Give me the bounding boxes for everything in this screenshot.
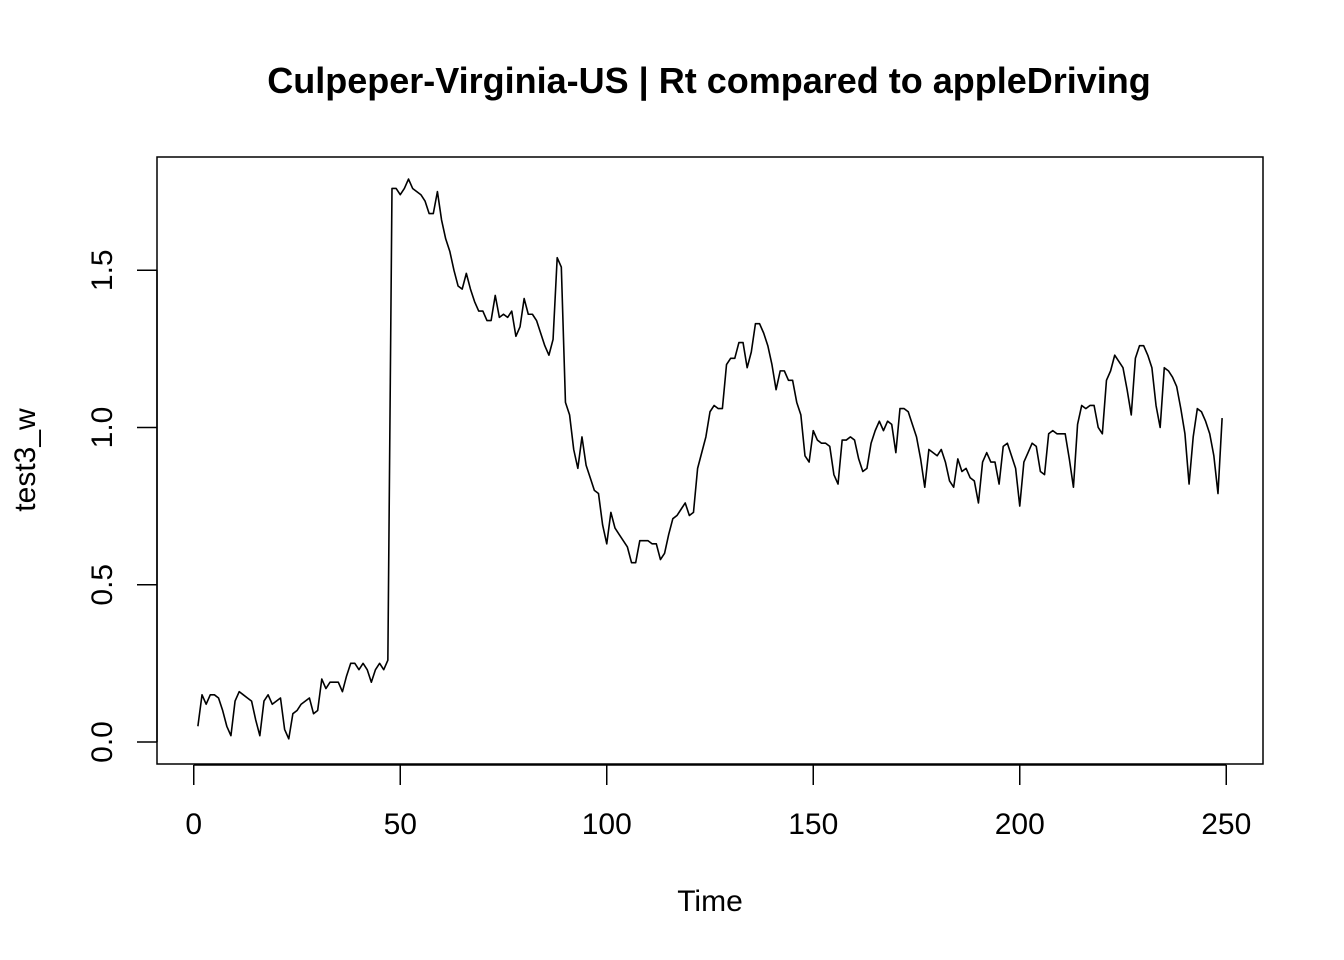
series-line: [197, 178, 1223, 740]
x-tick-label: 100: [582, 808, 632, 841]
x-tick-label: 0: [185, 808, 202, 841]
y-tick-label: 1.5: [86, 249, 119, 291]
series-layer: [197, 178, 1223, 740]
x-tick-label: 50: [384, 808, 417, 841]
y-tick-label: 1.0: [86, 407, 119, 449]
x-axis: 0 50 100 150 200 250: [185, 764, 1251, 841]
x-tick-label: 200: [995, 808, 1045, 841]
x-tick-label: 150: [788, 808, 838, 841]
x-axis-label: Time: [677, 885, 743, 918]
y-tick-label: 0.5: [86, 564, 119, 606]
x-tick-label: 250: [1201, 808, 1251, 841]
y-axis: 0.0 0.5 1.0 1.5: [86, 249, 158, 763]
y-tick-label: 0.0: [86, 721, 119, 763]
chart-title: Culpeper-Virginia-US | Rt compared to ap…: [267, 60, 1151, 102]
y-axis-label: test3_w: [9, 408, 42, 512]
